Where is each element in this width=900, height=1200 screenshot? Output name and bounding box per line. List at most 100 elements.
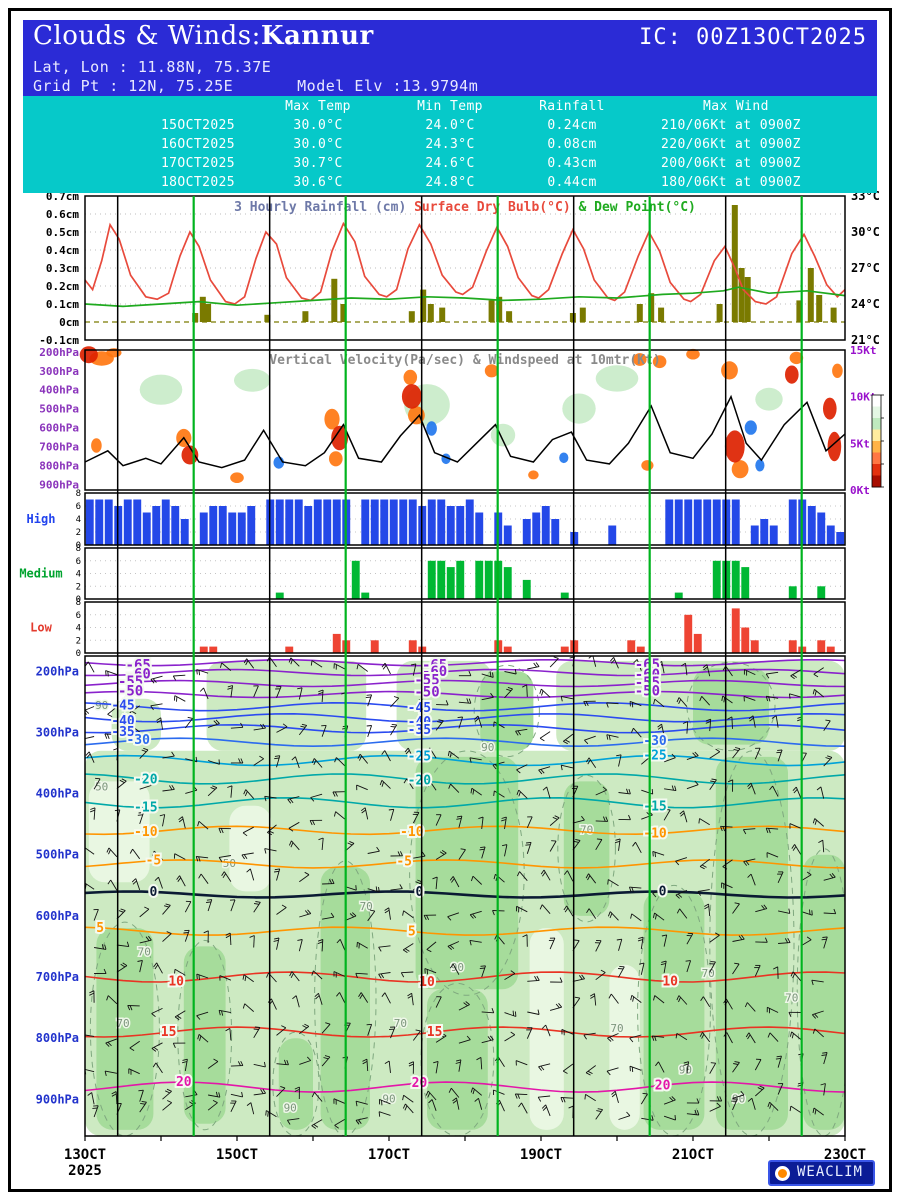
- svg-text:900hPa: 900hPa: [39, 478, 79, 491]
- svg-text:2: 2: [76, 528, 81, 538]
- cloud-layer-label: High: [27, 512, 56, 526]
- svg-text:70: 70: [116, 1017, 129, 1030]
- svg-text:4: 4: [76, 515, 81, 525]
- svg-text:24°C: 24°C: [851, 297, 880, 311]
- page-title: Clouds & Winds:Kannur: [33, 21, 374, 51]
- svg-text:-20: -20: [134, 773, 158, 788]
- panel2-title: Vertical Velocity(Pa/sec) & Windspeed at…: [269, 353, 660, 368]
- svg-text:15: 15: [161, 1025, 177, 1040]
- cloud-layer-label: Medium: [19, 567, 62, 581]
- svg-text:0.2cm: 0.2cm: [46, 280, 79, 293]
- svg-text:-55: -55: [414, 673, 439, 689]
- cell-date: 17OCT2025: [160, 156, 235, 171]
- svg-text:0: 0: [149, 885, 157, 900]
- svg-text:400hPa: 400hPa: [39, 384, 79, 397]
- svg-text:500hPa: 500hPa: [39, 403, 79, 416]
- svg-text:0: 0: [76, 649, 81, 659]
- svg-text:-20: -20: [408, 774, 432, 789]
- svg-text:500hPa: 500hPa: [36, 848, 79, 862]
- init-time: IC: 00Z13OCT2025: [639, 25, 867, 50]
- svg-text:90: 90: [95, 699, 108, 712]
- weaclim-logo: WEACLIM: [767, 1160, 875, 1186]
- svg-text:6: 6: [76, 611, 81, 621]
- cell-date: 15OCT2025: [160, 118, 235, 133]
- cell-max-temp: 30.0°C: [293, 137, 343, 152]
- svg-text:0.6cm: 0.6cm: [46, 208, 79, 221]
- svg-text:-65: -65: [422, 658, 447, 674]
- svg-text:90: 90: [284, 1102, 297, 1115]
- svg-text:-55: -55: [118, 674, 143, 690]
- cell-rainfall: 0.08cm: [547, 137, 597, 152]
- dry-bulb-line: [84, 221, 846, 305]
- x-axis: 13OCT2025 15OCT 17OCT 19OCT 21OCT 23OCT: [64, 1147, 866, 1179]
- table-corner: [23, 97, 249, 116]
- table-row: 18OCT2025 30.6°C 24.8°C 0.44cm 180/06Kt …: [23, 173, 877, 192]
- svg-text:-60: -60: [422, 664, 447, 680]
- title-prefix: Clouds & Winds:: [33, 21, 261, 51]
- table-row: 17OCT2025 30.7°C 24.6°C 0.43cm 200/06Kt …: [23, 154, 877, 173]
- svg-text:10Kt: 10Kt: [850, 391, 877, 404]
- cell-date: 18OCT2025: [160, 175, 235, 190]
- svg-text:90: 90: [481, 741, 494, 754]
- svg-text:70: 70: [785, 992, 798, 1005]
- cell-max-wind: 220/06Kt at 0900Z: [661, 137, 801, 152]
- x-tick-label: 21OCT: [672, 1147, 714, 1163]
- svg-text:400hPa: 400hPa: [36, 787, 79, 801]
- svg-text:-15: -15: [134, 801, 157, 816]
- svg-text:800hPa: 800hPa: [36, 1031, 79, 1045]
- x-tick-label: 15OCT: [216, 1147, 258, 1163]
- x-tick-label: 17OCT: [368, 1147, 410, 1163]
- svg-text:6: 6: [76, 502, 81, 512]
- header: Clouds & Winds:Kannur IC: 00Z13OCT2025 L…: [23, 20, 877, 96]
- svg-text:20: 20: [412, 1076, 428, 1091]
- svg-text:8: 8: [76, 489, 81, 499]
- svg-text:-50: -50: [635, 684, 660, 700]
- cell-max-temp: 30.6°C: [293, 175, 343, 190]
- cell-rainfall: 0.43cm: [547, 156, 597, 171]
- cell-date: 16OCT2025: [160, 137, 235, 152]
- svg-text:700hPa: 700hPa: [39, 440, 79, 453]
- svg-text:-10: -10: [400, 825, 424, 840]
- cell-min-temp: 24.3°C: [425, 137, 475, 152]
- svg-text:-65: -65: [126, 658, 151, 674]
- svg-text:20: 20: [655, 1078, 671, 1093]
- col-header-max-temp: Max Temp: [285, 99, 351, 114]
- panel-cloud-high: 0 2 4 6 8 High: [27, 489, 846, 551]
- svg-text:600hPa: 600hPa: [36, 909, 79, 923]
- panel-vertical-velocity: Vertical Velocity(Pa/sec) & Windspeed at…: [39, 344, 884, 497]
- svg-text:0.1cm: 0.1cm: [46, 298, 79, 311]
- svg-text:-35: -35: [408, 723, 431, 738]
- svg-text:-5: -5: [396, 855, 412, 870]
- svg-text:-30: -30: [643, 734, 667, 749]
- svg-text:70: 70: [610, 1022, 623, 1035]
- panel-rainfall-temp: 3 Hourly Rainfall (cm) Surface Dry Bulb(…: [39, 189, 880, 347]
- svg-text:90: 90: [451, 961, 464, 974]
- svg-text:-25: -25: [408, 750, 431, 765]
- svg-text:-40: -40: [408, 715, 432, 730]
- logo-icon: [774, 1166, 790, 1181]
- svg-text:0cm: 0cm: [59, 316, 79, 329]
- grid-line: Grid Pt : 12N, 75.25E Model Elv :13.9794…: [33, 77, 867, 96]
- svg-text:200hPa: 200hPa: [36, 664, 79, 678]
- svg-text:-50: -50: [414, 685, 439, 701]
- svg-text:8: 8: [76, 544, 81, 554]
- cell-min-temp: 24.8°C: [425, 175, 475, 190]
- svg-text:50: 50: [223, 857, 236, 870]
- svg-text:300hPa: 300hPa: [39, 365, 79, 378]
- svg-text:0: 0: [659, 885, 667, 900]
- svg-text:-15: -15: [643, 800, 666, 815]
- rainfall-bars: [192, 205, 837, 322]
- windspeed-line: [84, 394, 846, 469]
- svg-text:0: 0: [415, 885, 423, 900]
- svg-text:2: 2: [76, 636, 81, 646]
- logo-text: WEACLIM: [796, 1164, 863, 1180]
- svg-text:200hPa: 200hPa: [39, 346, 79, 359]
- vv-colorbar: [871, 394, 884, 488]
- svg-text:-55: -55: [635, 675, 660, 691]
- svg-text:900hPa: 900hPa: [36, 1092, 79, 1106]
- svg-text:800hPa: 800hPa: [39, 459, 79, 472]
- svg-text:-45: -45: [408, 701, 431, 716]
- svg-text:-60: -60: [635, 667, 660, 683]
